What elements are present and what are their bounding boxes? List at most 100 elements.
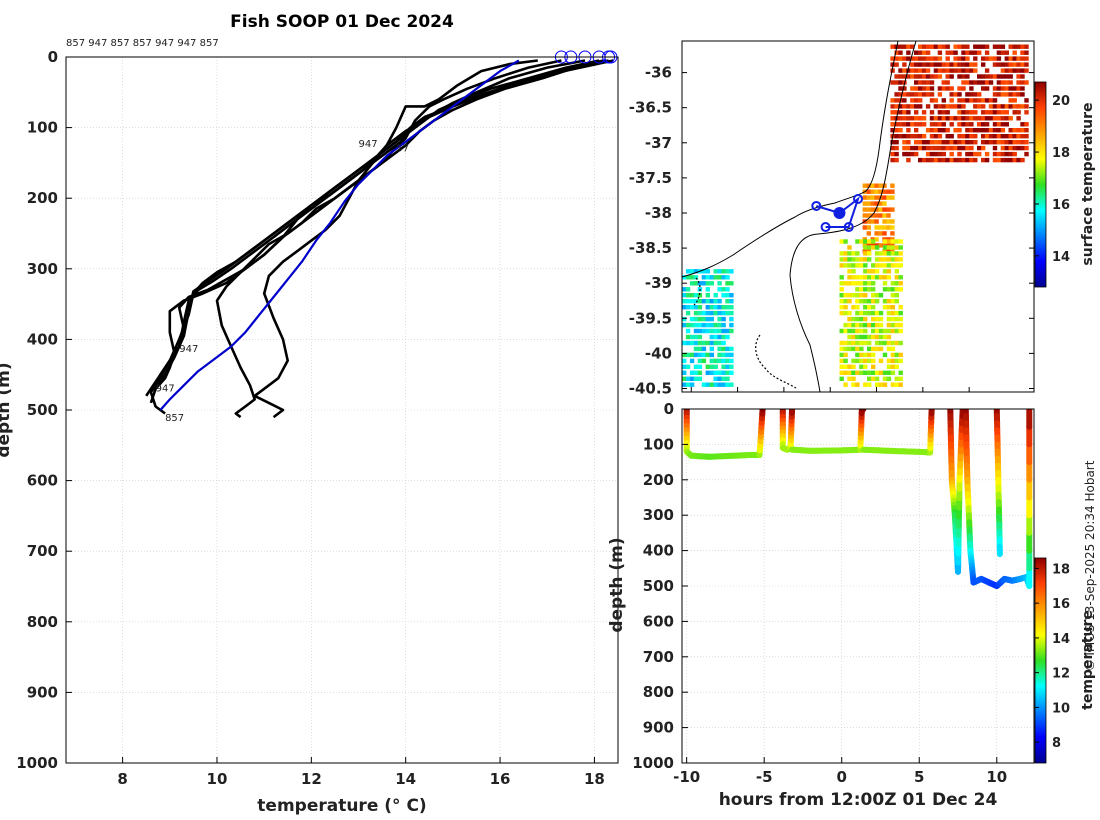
sst-cell	[910, 56, 915, 61]
sst-cell	[1020, 92, 1025, 97]
sst-cell	[961, 116, 966, 121]
sst-cell	[1020, 140, 1025, 145]
sst-cell	[898, 376, 903, 381]
sst-cell	[859, 299, 864, 304]
sst-cell	[874, 370, 880, 375]
sst-cell	[925, 151, 931, 157]
sst-cell	[682, 299, 687, 304]
sst-cell	[906, 92, 911, 97]
sst-cell	[705, 328, 710, 334]
sst-cell	[693, 370, 699, 375]
sst-cell	[957, 56, 962, 61]
sst-cell	[886, 370, 892, 375]
sst-cell	[863, 287, 868, 292]
sst-cell	[871, 269, 876, 274]
sst-cell	[898, 245, 903, 250]
sst-cell	[871, 322, 876, 328]
sst-cell	[693, 322, 699, 328]
sst-cell	[973, 104, 978, 109]
sst-cell	[965, 50, 970, 55]
sst-cell	[981, 104, 986, 109]
sst-cell	[945, 68, 950, 73]
sst-cell	[992, 116, 998, 121]
sst-cell	[890, 145, 895, 151]
sst-cell	[874, 322, 880, 328]
sst-cell	[914, 86, 919, 91]
sst-cell	[894, 50, 899, 55]
sst-cell	[1024, 98, 1029, 103]
sst-cell	[898, 370, 903, 375]
sst-colorbar-tick-label: 20	[1052, 94, 1070, 109]
sst-cell	[890, 195, 895, 200]
sst-colorbar-tick-label: 18	[1052, 146, 1070, 161]
sst-cell	[992, 122, 998, 127]
sst-cell	[996, 50, 1002, 55]
sst-cell	[721, 340, 726, 346]
sst-cell	[977, 104, 982, 109]
sst-cell	[874, 328, 880, 334]
sst-cell	[859, 287, 864, 292]
sst-cell	[721, 370, 726, 375]
sst-cell	[981, 157, 986, 163]
sst-cell	[910, 134, 915, 139]
sst-cell	[937, 44, 943, 49]
sst-cell	[937, 134, 943, 139]
sst-cell	[984, 134, 990, 139]
sst-cell	[981, 86, 986, 91]
sst-cell	[1020, 68, 1025, 73]
sst-cell	[725, 364, 730, 369]
sst-cell	[921, 62, 927, 67]
sst-cell	[1012, 104, 1017, 109]
sst-cell	[937, 157, 943, 163]
sst-cell	[863, 281, 868, 286]
sst-cell	[693, 352, 699, 358]
sst-cell	[937, 62, 943, 67]
sst-cell	[894, 281, 899, 286]
sst-cell	[961, 157, 966, 163]
sst-cell	[933, 145, 939, 151]
sst-cell	[898, 275, 903, 280]
sst-cell	[945, 74, 950, 79]
sst-cell	[689, 358, 695, 364]
sst-cell	[859, 370, 864, 375]
sst-cell	[847, 334, 852, 340]
sst-cell	[859, 263, 864, 268]
sst-cell	[973, 157, 978, 163]
sst-cell	[890, 116, 895, 121]
sst-cell	[914, 151, 919, 157]
sst-cell	[910, 68, 915, 73]
sst-cell	[1008, 151, 1013, 157]
sst-cell	[886, 328, 892, 334]
sst-cell	[859, 310, 864, 316]
sst-cell	[894, 352, 899, 358]
profiles-ticks: 8 10 12 14 16 18 0 100 200 300 400 500 600 700 800 900 1…	[16, 48, 605, 788]
sst-cell	[984, 110, 990, 115]
sst-cell	[713, 322, 718, 328]
sst-cell	[894, 364, 899, 369]
sst-cell	[859, 275, 864, 280]
sst-cell	[1024, 140, 1029, 145]
sst-cell	[862, 207, 867, 212]
sst-cell	[988, 104, 994, 109]
sst-cell	[961, 56, 966, 61]
sst-cell	[882, 334, 888, 340]
sst-cell	[874, 257, 880, 262]
sst-cell	[992, 62, 998, 67]
sst-cell	[921, 157, 927, 163]
sst-cell	[890, 299, 896, 304]
sst-cell	[882, 299, 888, 304]
sst-cell	[890, 239, 896, 244]
sst-cell	[949, 116, 954, 121]
sst-cell	[969, 128, 974, 133]
sst-cell	[1004, 86, 1009, 91]
temperature-colorbar	[1034, 557, 1047, 764]
sst-cell	[839, 263, 844, 268]
sst-cell	[697, 299, 703, 304]
sst-cell	[941, 145, 946, 151]
sst-cell	[941, 98, 946, 103]
sst-colorbar-label: surface temperature	[1080, 102, 1096, 265]
sst-cell	[863, 358, 868, 364]
sst-cell	[709, 275, 714, 280]
sst-cell	[685, 334, 691, 340]
sst-cell	[839, 328, 844, 334]
